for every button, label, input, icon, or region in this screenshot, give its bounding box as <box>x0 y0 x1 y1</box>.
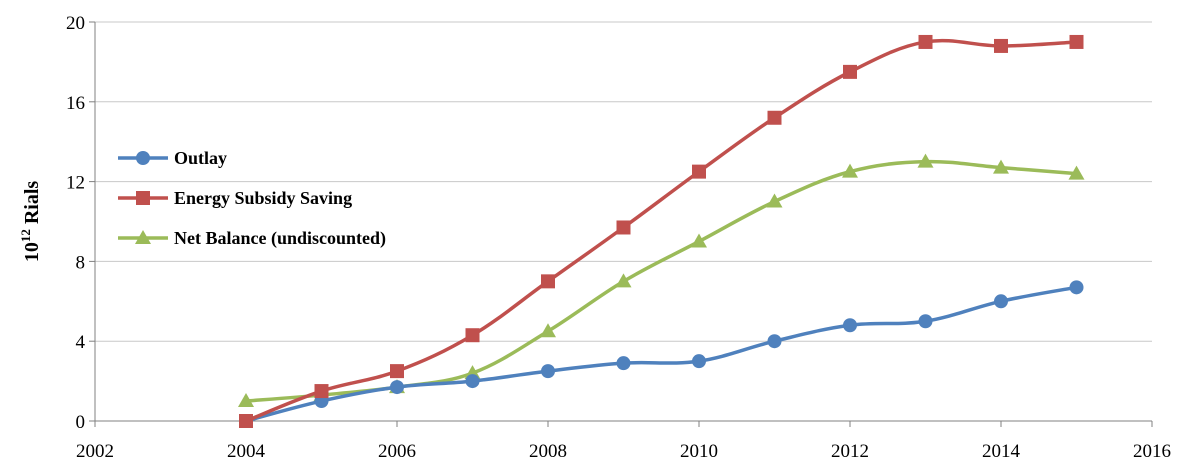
data-point-circle <box>465 374 480 389</box>
x-tick-label: 2008 <box>529 441 567 462</box>
data-point-triangle <box>1068 165 1085 180</box>
legend-marker-circle <box>136 151 150 165</box>
series-net-balance-undiscounted <box>238 153 1085 408</box>
y-axis-title-unit: Rials <box>21 181 43 230</box>
y-tick-label: 0 <box>76 412 86 433</box>
series-energy-subsidy-saving <box>239 34 1084 428</box>
data-point-circle <box>616 356 631 371</box>
legend-label: Outlay <box>174 148 227 168</box>
x-tick-label: 2016 <box>1133 441 1171 462</box>
data-point-square <box>465 328 480 343</box>
data-point-square <box>692 164 706 179</box>
x-tick-label: 2010 <box>680 441 718 462</box>
gridlines <box>95 21 1152 342</box>
legend-item-net-balance-undiscounted: Net Balance (undiscounted) <box>118 228 386 249</box>
y-axis-title: 1012 Rials <box>18 181 43 263</box>
legend-item-energy-subsidy-saving: Energy Subsidy Saving <box>118 188 352 208</box>
data-point-circle <box>692 354 706 369</box>
data-point-square <box>541 274 555 289</box>
legend-marker-square <box>136 191 150 205</box>
x-tick-label: 2004 <box>227 441 266 462</box>
x-tick-label: 2006 <box>378 441 416 462</box>
legend: Outlay Energy Subsidy Saving Net Balance (… <box>118 148 386 249</box>
x-tick-label: 2014 <box>982 441 1021 462</box>
legend-item-outlay: Outlay <box>118 148 227 168</box>
data-point-circle <box>843 318 857 333</box>
data-point-square <box>314 384 329 399</box>
y-axis-title-base: 10 <box>21 242 43 262</box>
data-point-circle <box>767 334 782 349</box>
y-axis-title-superscript: 12 <box>18 229 33 242</box>
data-point-circle <box>994 294 1008 309</box>
data-point-square <box>616 220 631 235</box>
data-point-square <box>1069 34 1084 49</box>
legend-marker-triangle <box>135 230 151 244</box>
data-point-circle <box>541 364 555 379</box>
data-point-triangle <box>766 193 783 208</box>
data-point-triangle <box>691 233 707 248</box>
x-tick-label: 2012 <box>831 441 869 462</box>
legend-label: Energy Subsidy Saving <box>174 188 352 208</box>
data-point-triangle <box>540 323 556 338</box>
data-point-square <box>390 364 404 379</box>
data-point-square <box>843 64 857 79</box>
data-point-square <box>918 34 933 49</box>
data-point-triangle <box>917 153 934 168</box>
data-point-triangle <box>842 163 858 178</box>
data-point-square <box>239 414 253 428</box>
y-tick-label: 20 <box>66 13 85 34</box>
y-tick-label: 8 <box>76 252 86 273</box>
y-tick-label: 16 <box>66 93 85 114</box>
data-point-square <box>767 110 782 125</box>
y-tick-label: 12 <box>66 173 85 194</box>
data-point-circle <box>1069 280 1084 295</box>
tick-labels: 0 4 8 12 16 20 2002 2004 2006 2008 2010 2012 2014 201… <box>66 13 1171 462</box>
data-point-triangle <box>238 393 254 408</box>
data-point-circle <box>390 380 404 395</box>
legend-label: Net Balance (undiscounted) <box>174 228 386 249</box>
y-tick-label: 4 <box>76 332 86 353</box>
data-point-triangle <box>993 159 1009 174</box>
series-outlay <box>239 280 1084 428</box>
data-point-square <box>994 38 1008 53</box>
x-tick-label: 2002 <box>76 441 114 462</box>
series-line-outlay <box>245 285 1077 423</box>
axes <box>89 21 1153 427</box>
data-point-circle <box>918 314 933 329</box>
data-point-triangle <box>615 273 632 288</box>
series-group <box>238 34 1085 428</box>
